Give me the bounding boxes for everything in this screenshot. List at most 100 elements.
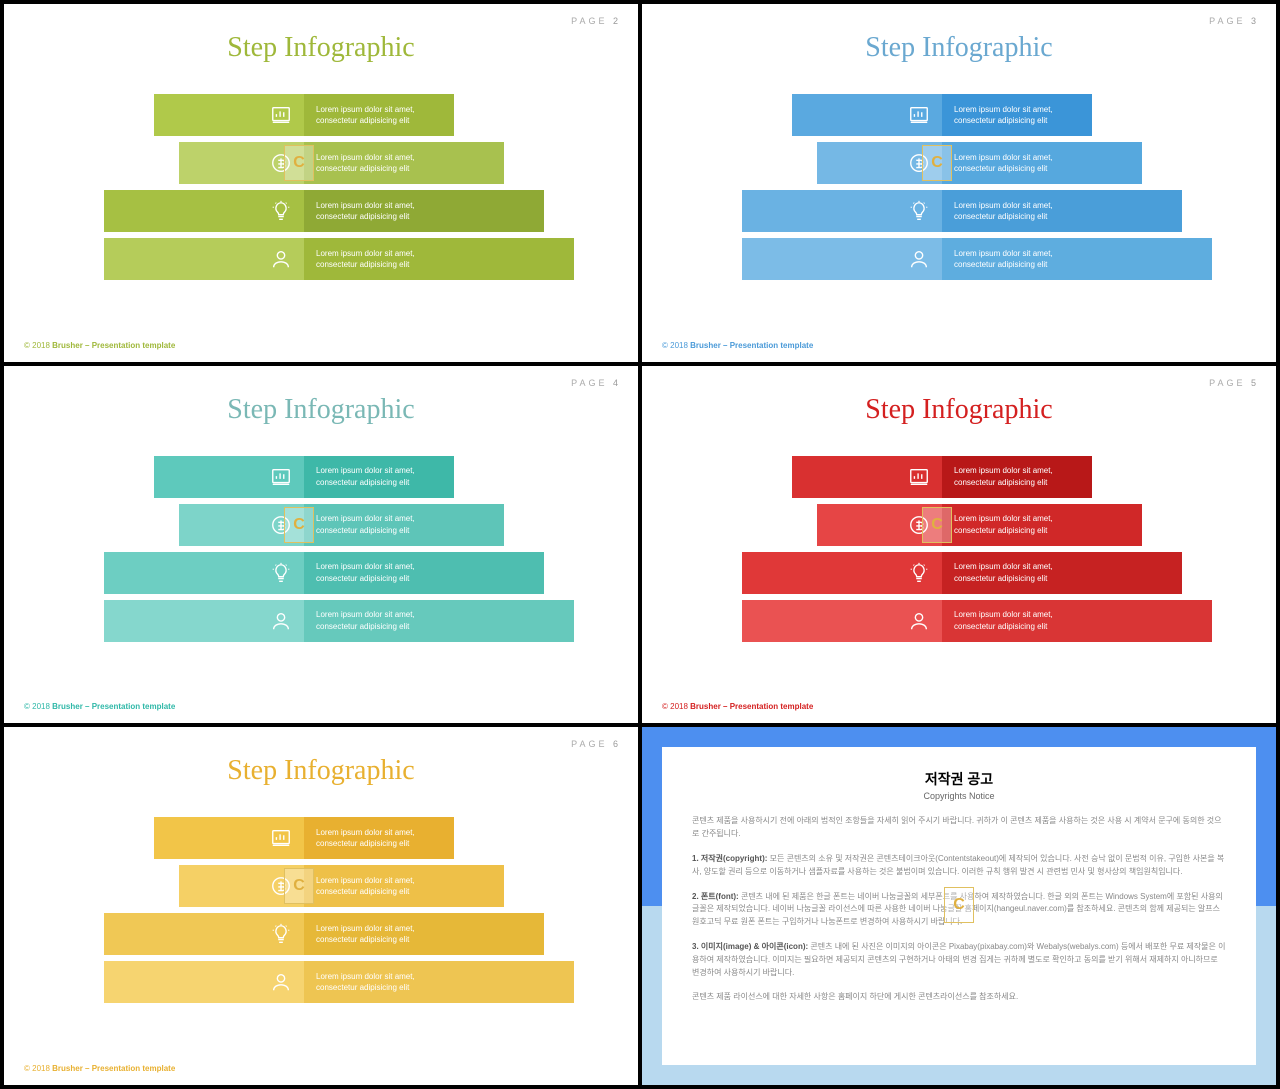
step-bar-left <box>104 600 304 642</box>
slide-title: Step Infographic <box>4 32 638 64</box>
step-bar: Lorem ipsum dolor sit amet,consectetur a… <box>179 865 504 907</box>
bulb-icon <box>908 562 930 584</box>
page-label: PAGE 5 <box>1209 378 1256 388</box>
step-bar-right: Lorem ipsum dolor sit amet,consectetur a… <box>942 600 1212 642</box>
step-bar-left <box>154 456 304 498</box>
step-container: Lorem ipsum dolor sit amet,consectetur a… <box>642 94 1276 294</box>
slide-step: PAGE 6Step InfographicLorem ipsum dolor … <box>4 727 638 1085</box>
step-bar: Lorem ipsum dolor sit amet,consectetur a… <box>154 817 454 859</box>
user-icon <box>270 248 292 270</box>
step-text: Lorem ipsum dolor sit amet, <box>954 248 1212 259</box>
step-text: consectetur adipisicing elit <box>954 525 1142 536</box>
chart-icon <box>908 104 930 126</box>
step-bar: Lorem ipsum dolor sit amet,consectetur a… <box>742 190 1182 232</box>
step-bar: Lorem ipsum dolor sit amet,consectetur a… <box>104 552 544 594</box>
step-text: consectetur adipisicing elit <box>316 211 544 222</box>
step-text: consectetur adipisicing elit <box>954 163 1142 174</box>
step-text: consectetur adipisicing elit <box>954 573 1182 584</box>
step-bar: Lorem ipsum dolor sit amet,consectetur a… <box>179 142 504 184</box>
bulb-icon <box>908 200 930 222</box>
step-container: Lorem ipsum dolor sit amet,consectetur a… <box>4 817 638 1017</box>
step-bar-right: Lorem ipsum dolor sit amet,consectetur a… <box>942 94 1092 136</box>
step-bar: Lorem ipsum dolor sit amet,consectetur a… <box>179 504 504 546</box>
user-icon <box>908 610 930 632</box>
step-text: Lorem ipsum dolor sit amet, <box>316 561 544 572</box>
step-bar-left <box>104 552 304 594</box>
step-container: Lorem ipsum dolor sit amet,consectetur a… <box>4 94 638 294</box>
step-bar: Lorem ipsum dolor sit amet,consectetur a… <box>104 913 544 955</box>
step-text: Lorem ipsum dolor sit amet, <box>316 152 504 163</box>
step-bar: Lorem ipsum dolor sit amet,consectetur a… <box>792 94 1092 136</box>
step-bar-right: Lorem ipsum dolor sit amet,consectetur a… <box>304 817 454 859</box>
copyright-para: 1. 저작권(copyright): 모든 콘텐츠의 소유 및 저작권은 콘텐츠… <box>692 853 1226 879</box>
step-bar-left <box>104 190 304 232</box>
slide-title: Step Infographic <box>4 755 638 787</box>
bulb-icon <box>270 562 292 584</box>
step-text: Lorem ipsum dolor sit amet, <box>954 152 1142 163</box>
step-text: Lorem ipsum dolor sit amet, <box>954 609 1212 620</box>
step-bar: Lorem ipsum dolor sit amet,consectetur a… <box>104 238 574 280</box>
slide-step: PAGE 5 Step Infographic Lorem ipsum dolor … <box>642 366 1276 724</box>
slide-title: Step Infographic <box>642 32 1276 64</box>
copyright-subtitle: Copyrights Notice <box>692 791 1226 801</box>
page-label: PAGE 2 <box>571 16 618 26</box>
chart-icon <box>270 827 292 849</box>
step-bar-right: Lorem ipsum dolor sit amet,consectetur a… <box>942 142 1142 184</box>
step-bar-right: Lorem ipsum dolor sit amet,consectetur a… <box>942 190 1182 232</box>
chart-icon <box>270 104 292 126</box>
step-text: Lorem ipsum dolor sit amet, <box>954 104 1092 115</box>
copyright-para: 콘텐츠 제품을 사용하시기 전에 아래의 법적인 조항들을 자세히 읽어 주시기… <box>692 815 1226 841</box>
step-container: Lorem ipsum dolor sit amet, consectetur a… <box>642 456 1276 656</box>
step-text: Lorem ipsum dolor sit amet, <box>954 465 1092 476</box>
step-bar-right: Lorem ipsum dolor sit amet,consectetur a… <box>304 456 454 498</box>
slide-copyright: 저작권 공고Copyrights Notice콘텐츠 제품을 사용하시기 전에 … <box>642 727 1276 1085</box>
step-bar-right: Lorem ipsum dolor sit amet,consectetur a… <box>942 552 1182 594</box>
step-text: Lorem ipsum dolor sit amet, <box>954 200 1182 211</box>
step-text: consectetur adipisicing elit <box>316 525 504 536</box>
step-bar-right: Lorem ipsum dolor sit amet,consectetur a… <box>942 238 1212 280</box>
page-label: PAGE 4 <box>571 378 618 388</box>
slide-step: PAGE 2 Step Infographic Lorem ipsum dolor … <box>4 4 638 362</box>
step-bar-right: Lorem ipsum dolor sit amet,consectetur a… <box>942 456 1092 498</box>
step-text: consectetur adipisicing elit <box>316 477 454 488</box>
step-bar-right: Lorem ipsum dolor sit amet,consectetur a… <box>304 552 544 594</box>
step-bar-right: Lorem ipsum dolor sit amet,consectetur a… <box>304 238 574 280</box>
step-bar: Lorem ipsum dolor sit amet,consectetur a… <box>742 238 1212 280</box>
watermark-icon: C <box>922 507 952 543</box>
page-label: PAGE 3 <box>1209 16 1256 26</box>
chart-icon <box>908 466 930 488</box>
bulb-icon <box>270 200 292 222</box>
step-bar-left <box>104 913 304 955</box>
step-text: consectetur adipisicing elit <box>316 934 544 945</box>
step-text: Lorem ipsum dolor sit amet, <box>316 104 454 115</box>
step-bar: Lorem ipsum dolor sit amet,consectetur a… <box>154 456 454 498</box>
step-bar: Lorem ipsum dolor sit amet,consectetur a… <box>154 94 454 136</box>
step-text: Lorem ipsum dolor sit amet, <box>316 875 504 886</box>
slide-step: PAGE 4 Step Infographic Lorem ipsum dolor … <box>4 366 638 724</box>
user-icon <box>270 610 292 632</box>
step-text: Lorem ipsum dolor sit amet, <box>316 923 544 934</box>
watermark-icon: C <box>944 887 974 923</box>
step-bar-right: Lorem ipsum dolor sit amet,consectetur a… <box>304 94 454 136</box>
copyright-para: 3. 이미지(image) & 아이콘(icon): 콘텐츠 내에 된 사진은 … <box>692 941 1226 979</box>
slide-step: PAGE 3 Step Infographic Lorem ipsum dolor … <box>642 4 1276 362</box>
step-text: consectetur adipisicing elit <box>316 115 454 126</box>
step-bar-right: Lorem ipsum dolor sit amet,consectetur a… <box>304 142 504 184</box>
step-bar-right: Lorem ipsum dolor sit amet,consectetur a… <box>304 913 544 955</box>
step-bar: Lorem ipsum dolor sit amet,consectetur a… <box>104 600 574 642</box>
chart-icon <box>270 466 292 488</box>
step-bar-left <box>742 600 942 642</box>
step-bar: Lorem ipsum dolor sit amet,consectetur a… <box>817 504 1142 546</box>
step-text: Lorem ipsum dolor sit amet, <box>316 513 504 524</box>
slide-title: Step Infographic <box>642 394 1276 426</box>
step-text: consectetur adipisicing elit <box>316 886 504 897</box>
step-bar-left <box>742 552 942 594</box>
user-icon <box>270 971 292 993</box>
step-text: consectetur adipisicing elit <box>316 982 574 993</box>
step-bar-left <box>742 238 942 280</box>
step-bar-right: Lorem ipsum dolor sit amet,consectetur a… <box>304 190 544 232</box>
watermark-icon: C <box>922 145 952 181</box>
footer: © 2018 Brusher – Presentation template <box>24 702 175 711</box>
slide-title: Step Infographic <box>4 394 638 426</box>
step-container: Lorem ipsum dolor sit amet,consectetur a… <box>4 456 638 656</box>
